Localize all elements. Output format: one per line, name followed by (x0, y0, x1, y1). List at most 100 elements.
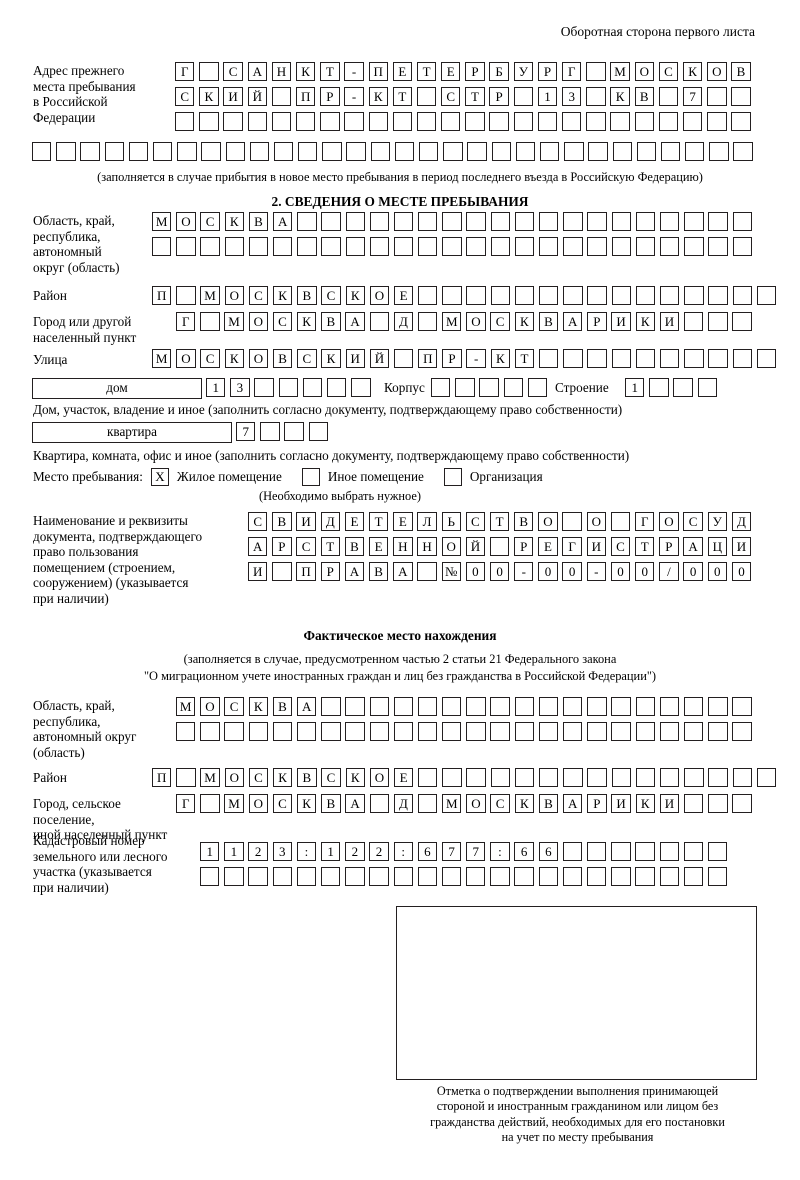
char-cell[interactable] (479, 378, 499, 398)
char-cell[interactable]: И (345, 349, 365, 369)
char-cell[interactable]: К (682, 62, 703, 82)
char-cell[interactable] (297, 237, 317, 257)
char-cell[interactable] (611, 237, 631, 257)
char-cell[interactable]: М (442, 794, 462, 814)
char-cell[interactable]: 3 (230, 378, 250, 398)
char-cell[interactable] (417, 562, 437, 582)
char-cell[interactable] (636, 142, 657, 162)
char-cell[interactable] (539, 286, 559, 306)
char-cell[interactable] (302, 378, 323, 398)
char-cell[interactable]: О (538, 512, 558, 532)
char-cell[interactable] (128, 142, 149, 162)
char-cell[interactable] (466, 286, 486, 306)
char-cell[interactable] (732, 722, 752, 742)
char-cell[interactable] (224, 867, 244, 887)
char-cell[interactable] (297, 212, 317, 232)
char-cell[interactable] (708, 212, 728, 232)
char-cell[interactable] (635, 842, 655, 862)
char-cell[interactable]: - (586, 562, 607, 582)
char-cell[interactable] (611, 286, 631, 306)
char-cell[interactable]: И (611, 312, 631, 332)
char-cell[interactable] (611, 722, 631, 742)
char-cell[interactable]: Е (344, 512, 365, 532)
char-cell[interactable]: П (368, 62, 388, 82)
char-cell[interactable]: К (224, 212, 244, 232)
char-cell[interactable] (284, 422, 304, 442)
char-cell[interactable] (177, 142, 197, 162)
char-cell[interactable] (223, 112, 243, 132)
char-cell[interactable]: Р (659, 537, 679, 557)
stroenie-cells[interactable]: 1 (625, 378, 717, 398)
checkbox-zhiloe[interactable]: X (150, 468, 169, 486)
char-cell[interactable] (490, 867, 510, 887)
char-cell[interactable] (152, 142, 173, 162)
char-cell[interactable] (635, 867, 655, 887)
char-cell[interactable]: 3 (272, 842, 292, 862)
char-cell[interactable]: Й (369, 349, 390, 369)
char-cell[interactable] (441, 867, 462, 887)
char-cell[interactable] (466, 697, 486, 717)
char-cell[interactable] (538, 697, 559, 717)
char-cell[interactable] (369, 212, 390, 232)
char-cell[interactable] (588, 142, 608, 162)
char-cell[interactable]: С (683, 512, 703, 532)
char-cell[interactable]: О (369, 286, 390, 306)
char-cell[interactable] (271, 87, 292, 107)
char-cell[interactable]: Е (393, 286, 414, 306)
char-cell[interactable]: А (344, 562, 365, 582)
char-cell[interactable]: 0 (610, 562, 631, 582)
char-cell[interactable] (200, 722, 220, 742)
char-cell[interactable] (587, 212, 607, 232)
char-cell[interactable]: К (345, 768, 365, 788)
char-cell[interactable]: О (466, 794, 486, 814)
char-cell[interactable] (308, 422, 328, 442)
char-cell[interactable]: Е (392, 62, 413, 82)
char-cell[interactable] (296, 867, 317, 887)
char-cell[interactable] (586, 87, 606, 107)
char-cell[interactable] (514, 286, 535, 306)
char-cell[interactable] (80, 142, 100, 162)
char-cell[interactable]: 7 (682, 87, 703, 107)
char-cell[interactable]: 1 (224, 842, 244, 862)
char-cell[interactable] (321, 722, 341, 742)
char-cell[interactable] (247, 112, 267, 132)
char-cell[interactable]: Г (562, 62, 582, 82)
char-cell[interactable] (537, 112, 558, 132)
char-cell[interactable] (344, 112, 364, 132)
char-cell[interactable] (176, 237, 196, 257)
char-cell[interactable]: В (514, 512, 534, 532)
char-cell[interactable]: М (152, 212, 172, 232)
char-cell[interactable] (417, 312, 438, 332)
char-cell[interactable] (321, 212, 341, 232)
char-cell[interactable]: 2 (369, 842, 389, 862)
char-cell[interactable]: И (248, 562, 268, 582)
char-cell[interactable]: 1 (206, 378, 226, 398)
char-cell[interactable] (659, 212, 680, 232)
char-cell[interactable] (708, 697, 728, 717)
char-cell[interactable] (587, 286, 607, 306)
char-cell[interactable]: М (610, 62, 630, 82)
prev-address-row-3[interactable] (175, 112, 751, 132)
char-cell[interactable] (527, 378, 548, 398)
char-cell[interactable] (659, 697, 680, 717)
korpus-cells[interactable] (431, 378, 548, 398)
char-cell[interactable]: Д (393, 794, 414, 814)
char-cell[interactable] (393, 349, 414, 369)
char-cell[interactable]: О (224, 286, 244, 306)
char-cell[interactable] (394, 142, 415, 162)
char-cell[interactable]: М (152, 349, 172, 369)
char-cell[interactable] (514, 867, 534, 887)
char-cell[interactable]: С (296, 537, 316, 557)
char-cell[interactable]: № (441, 562, 461, 582)
char-cell[interactable]: А (563, 312, 583, 332)
char-cell[interactable] (634, 112, 654, 132)
char-cell[interactable]: В (321, 312, 341, 332)
char-cell[interactable] (660, 142, 681, 162)
char-cell[interactable]: К (514, 312, 535, 332)
char-cell[interactable] (514, 722, 535, 742)
char-cell[interactable] (466, 212, 486, 232)
char-cell[interactable] (490, 697, 510, 717)
char-cell[interactable]: И (659, 312, 680, 332)
char-cell[interactable] (272, 237, 293, 257)
char-cell[interactable] (320, 867, 341, 887)
